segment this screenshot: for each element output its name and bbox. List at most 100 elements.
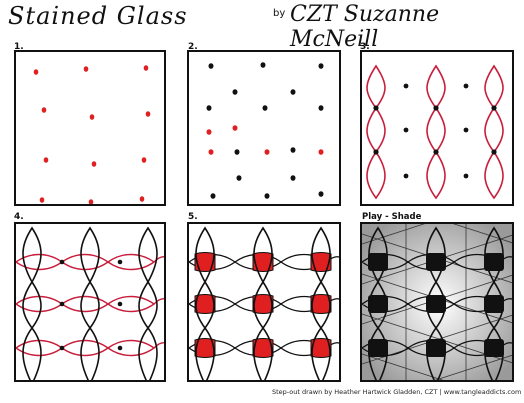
black-oval-column-2	[80, 226, 100, 380]
black-dot	[318, 191, 324, 197]
black-dot	[208, 63, 214, 69]
red-filled-cell	[194, 294, 216, 314]
panel-3-drawing	[366, 64, 504, 200]
black-dot	[59, 301, 65, 307]
pink-dot	[89, 114, 95, 120]
page-title: Stained Glass	[8, 2, 188, 30]
black-dot	[210, 193, 216, 199]
red-filled-cell	[252, 294, 274, 314]
red-filled-cell	[252, 338, 274, 358]
step-number-4: 4.	[14, 212, 24, 222]
black-dot	[59, 259, 65, 265]
red-filled-cell	[194, 338, 216, 358]
pink-dot	[208, 149, 214, 155]
black-horizontal-ovals-row-1	[362, 253, 512, 271]
black-filled-cell	[426, 339, 446, 357]
black-oval-column-1	[195, 226, 215, 380]
pink-dot	[33, 69, 39, 75]
black-horizontal-ovals-row-1	[189, 253, 339, 271]
pink-dot	[39, 197, 45, 203]
black-oval-column-3	[484, 226, 504, 380]
black-oval-column-1	[368, 226, 388, 380]
pink-oval-column-1	[366, 64, 386, 200]
pink-dot	[141, 157, 147, 163]
red-filled-cell	[194, 252, 216, 272]
black-dot	[290, 147, 296, 153]
pink-horizontal-ovals-row-2	[16, 295, 164, 313]
black-dot	[206, 105, 212, 111]
black-oval-column-3	[138, 226, 158, 380]
black-oval-column-2	[253, 226, 273, 380]
pink-dot	[88, 199, 94, 204]
black-horizontal-ovals-row-3	[362, 339, 512, 357]
black-dot	[262, 105, 268, 111]
black-dot	[117, 345, 123, 351]
black-dot	[290, 89, 296, 95]
black-filled-cell	[426, 253, 446, 271]
black-horizontal-ovals-row-3	[189, 339, 339, 357]
pink-horizontal-ovals-row-3	[16, 339, 164, 357]
black-horizontal-ovals-row-2	[362, 295, 512, 313]
step-number-1: 1.	[14, 42, 24, 52]
black-filled-cell	[368, 253, 388, 271]
black-horizontal-ovals-row-2	[189, 295, 339, 313]
black-filled-cell	[368, 295, 388, 313]
pink-dot	[318, 149, 324, 155]
panel-1-drawing	[33, 65, 151, 204]
black-dot	[318, 105, 324, 111]
black-filled-cell	[484, 253, 504, 271]
pink-dot	[91, 161, 97, 167]
footer-credit: Step-out drawn by Heather Hartwick Gladd…	[272, 388, 522, 396]
black-dot	[403, 127, 409, 133]
step-panel-2	[187, 50, 341, 206]
pink-oval-column-3	[484, 64, 504, 200]
byline: by	[273, 8, 286, 19]
step-panel-3	[360, 50, 514, 206]
black-oval-column-2	[426, 226, 446, 380]
author-name: CZT Suzanne McNeill	[290, 2, 440, 52]
step-panel-5	[187, 222, 341, 382]
black-dot	[463, 127, 469, 133]
pink-dot	[83, 66, 89, 72]
black-oval-column-1	[22, 226, 42, 380]
black-dot	[234, 149, 240, 155]
pink-dot	[145, 111, 151, 117]
black-dot	[491, 149, 497, 155]
black-dot	[491, 105, 497, 111]
thin-grid-line	[405, 224, 467, 380]
black-dot	[318, 63, 324, 69]
black-dot	[403, 173, 409, 179]
black-dot	[290, 175, 296, 181]
black-filled-cell	[426, 295, 446, 313]
black-dot	[373, 105, 379, 111]
step-number-2: 2.	[188, 42, 198, 52]
red-filled-cell	[252, 252, 274, 272]
black-dot	[433, 149, 439, 155]
black-dot	[232, 89, 238, 95]
black-dot	[264, 193, 270, 199]
pink-oval-column-2	[426, 64, 446, 200]
step-number-5: 5.	[188, 212, 198, 222]
black-dot	[463, 83, 469, 89]
black-dot	[260, 62, 266, 68]
black-oval-column-3	[311, 226, 331, 380]
pink-dot	[41, 107, 47, 113]
black-filled-cell	[484, 295, 504, 313]
pink-dot	[206, 129, 212, 135]
black-filled-cell	[368, 339, 388, 357]
black-filled-cell	[484, 339, 504, 357]
black-dot	[463, 173, 469, 179]
pink-dot	[43, 157, 49, 163]
black-dot	[117, 301, 123, 307]
red-filled-cell	[310, 294, 332, 314]
pink-dot	[232, 125, 238, 131]
step-panel-1	[14, 50, 166, 206]
black-dot	[117, 259, 123, 265]
black-dot	[433, 105, 439, 111]
black-dot	[403, 83, 409, 89]
step-panel-4	[14, 222, 166, 382]
black-dot	[236, 175, 242, 181]
panel-5-drawing	[189, 226, 339, 380]
panel-4-drawing	[16, 226, 164, 380]
red-filled-cell	[310, 338, 332, 358]
